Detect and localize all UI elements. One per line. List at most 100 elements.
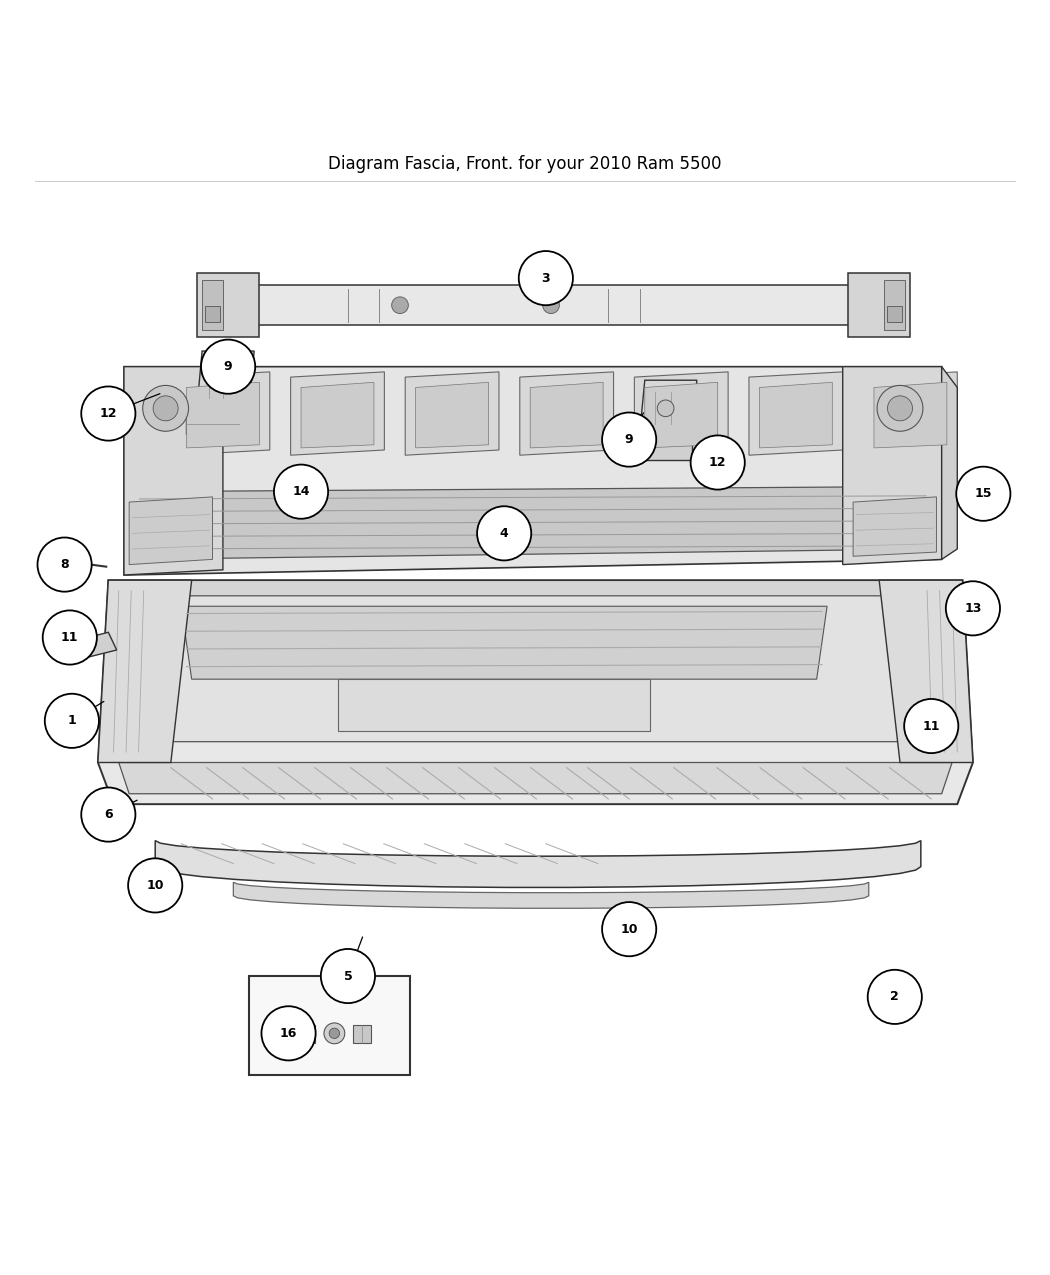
Circle shape (274, 464, 328, 519)
Polygon shape (98, 580, 973, 805)
Polygon shape (176, 372, 270, 455)
Polygon shape (294, 483, 315, 504)
Polygon shape (405, 372, 499, 455)
Circle shape (81, 788, 135, 842)
Polygon shape (187, 382, 259, 448)
Polygon shape (879, 580, 973, 762)
Text: 3: 3 (542, 272, 550, 284)
Circle shape (139, 868, 172, 903)
Text: 12: 12 (709, 456, 727, 469)
Text: 10: 10 (146, 878, 164, 892)
Circle shape (38, 538, 91, 592)
Polygon shape (910, 713, 954, 736)
Text: 13: 13 (964, 602, 982, 615)
Polygon shape (749, 372, 843, 455)
Circle shape (214, 374, 231, 390)
Polygon shape (202, 280, 223, 330)
Circle shape (946, 581, 1000, 635)
Text: 10: 10 (621, 923, 638, 936)
Polygon shape (848, 273, 910, 338)
Circle shape (612, 910, 646, 943)
Polygon shape (639, 380, 697, 435)
Circle shape (602, 903, 656, 956)
Circle shape (261, 1006, 316, 1061)
Circle shape (267, 1023, 288, 1044)
Circle shape (992, 487, 1005, 500)
Polygon shape (182, 606, 827, 680)
Circle shape (477, 506, 531, 561)
Circle shape (153, 395, 178, 421)
Circle shape (622, 919, 636, 935)
FancyBboxPatch shape (249, 977, 411, 1075)
Circle shape (329, 1028, 339, 1039)
Polygon shape (843, 367, 942, 565)
Circle shape (543, 297, 560, 314)
Polygon shape (874, 382, 947, 448)
Circle shape (43, 611, 97, 664)
Text: 9: 9 (625, 434, 633, 446)
Polygon shape (853, 497, 937, 556)
Text: 2: 2 (890, 991, 899, 1003)
Text: 1: 1 (67, 714, 77, 727)
Polygon shape (520, 372, 613, 455)
Polygon shape (530, 382, 603, 448)
Text: 14: 14 (292, 486, 310, 499)
Text: Diagram Fascia, Front. for your 2010 Ram 5500: Diagram Fascia, Front. for your 2010 Ram… (329, 154, 721, 172)
Polygon shape (155, 840, 921, 887)
Polygon shape (353, 1025, 371, 1043)
Text: 15: 15 (974, 487, 992, 500)
Polygon shape (952, 595, 973, 617)
Polygon shape (238, 286, 868, 325)
Circle shape (877, 385, 923, 431)
Polygon shape (887, 306, 902, 321)
Polygon shape (187, 413, 238, 435)
Polygon shape (337, 680, 650, 732)
Text: 8: 8 (60, 558, 69, 571)
Circle shape (45, 694, 99, 748)
Text: 11: 11 (923, 719, 940, 733)
Circle shape (68, 556, 81, 569)
Text: 12: 12 (100, 407, 118, 419)
Text: 4: 4 (500, 527, 508, 539)
Circle shape (324, 1023, 344, 1044)
Circle shape (657, 400, 674, 417)
Text: 5: 5 (343, 969, 353, 983)
Polygon shape (759, 382, 833, 448)
Polygon shape (124, 367, 223, 575)
Circle shape (272, 1028, 282, 1039)
Polygon shape (66, 632, 117, 660)
Circle shape (691, 436, 744, 490)
Polygon shape (863, 372, 958, 455)
Circle shape (148, 878, 163, 892)
Circle shape (143, 385, 189, 431)
Circle shape (519, 251, 573, 305)
Circle shape (81, 386, 135, 441)
Text: 16: 16 (280, 1026, 297, 1040)
Text: 6: 6 (104, 808, 112, 821)
Circle shape (602, 413, 656, 467)
Polygon shape (119, 762, 952, 794)
Circle shape (957, 467, 1010, 520)
Polygon shape (205, 306, 219, 321)
Polygon shape (645, 440, 692, 460)
Circle shape (201, 339, 255, 394)
Polygon shape (108, 580, 963, 595)
Polygon shape (884, 280, 905, 330)
Polygon shape (196, 351, 254, 408)
Circle shape (867, 970, 922, 1024)
Text: 9: 9 (224, 360, 232, 374)
Circle shape (887, 395, 912, 421)
Polygon shape (645, 382, 718, 448)
Polygon shape (298, 1025, 315, 1043)
Polygon shape (196, 273, 259, 338)
Polygon shape (301, 382, 374, 448)
Polygon shape (291, 372, 384, 455)
Circle shape (321, 949, 375, 1003)
Text: 11: 11 (61, 631, 79, 644)
Polygon shape (124, 367, 942, 575)
Polygon shape (134, 487, 931, 560)
Polygon shape (634, 372, 728, 455)
Circle shape (392, 297, 408, 314)
Polygon shape (161, 595, 910, 742)
Polygon shape (129, 497, 212, 565)
